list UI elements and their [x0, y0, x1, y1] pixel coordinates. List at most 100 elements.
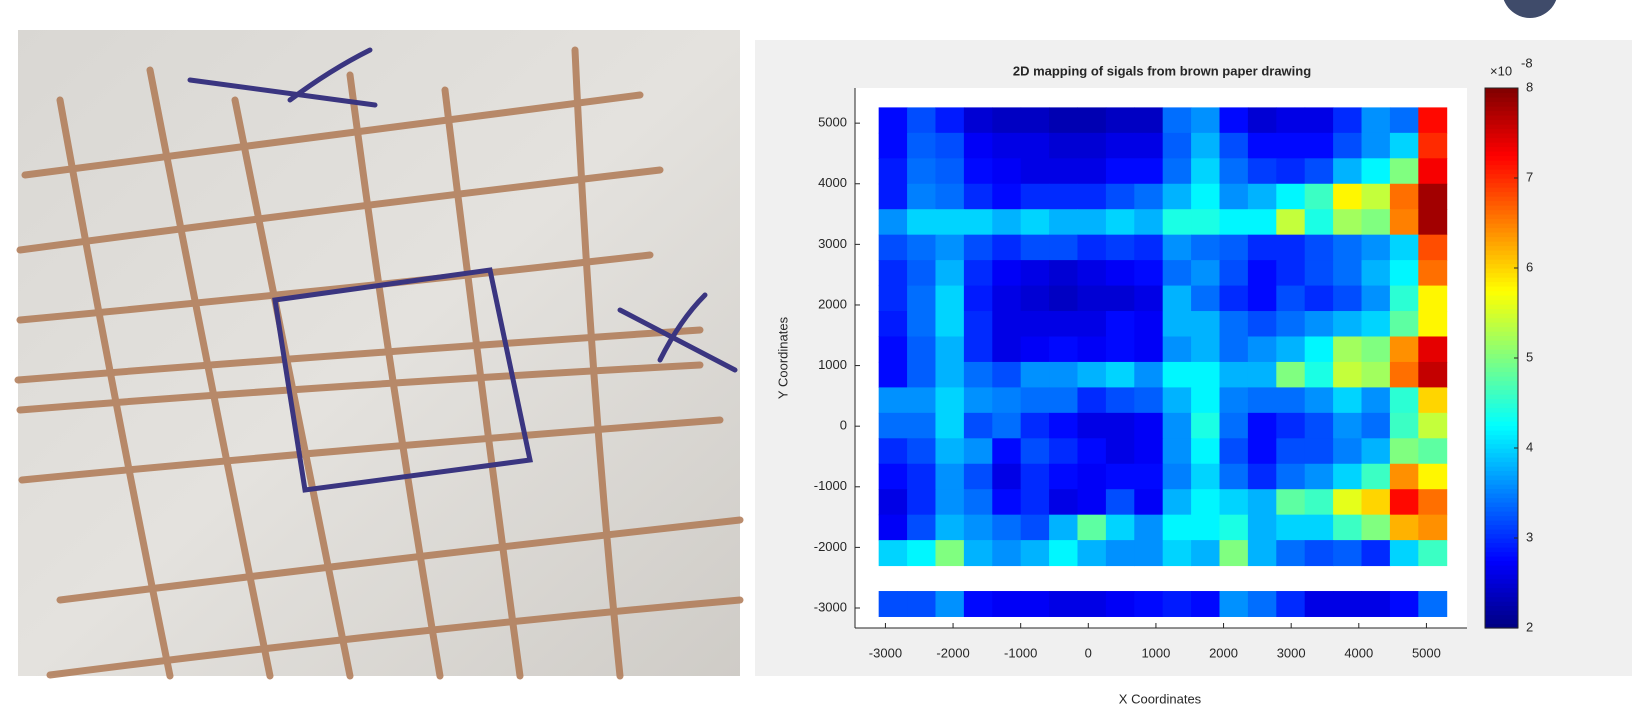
cell: [1304, 336, 1334, 363]
cell: [1219, 260, 1249, 287]
cell: [878, 234, 908, 261]
cell: [1134, 260, 1164, 287]
cell: [1049, 336, 1078, 363]
cell: [878, 387, 908, 414]
colorbar-swatch: [1485, 524, 1518, 530]
colorbar-swatch: [1485, 335, 1518, 341]
photo: [14, 30, 744, 680]
y-tick-label: 4000: [818, 175, 847, 190]
colorbar-tick-label: 6: [1526, 259, 1533, 274]
cell: [1049, 107, 1078, 134]
cell: [992, 514, 1022, 541]
cell: [1191, 183, 1220, 210]
cell: [1020, 260, 1050, 287]
colorbar-swatch: [1485, 331, 1518, 337]
colorbar-swatch: [1485, 610, 1518, 616]
cell: [992, 438, 1022, 465]
cell: [1134, 183, 1164, 210]
colorbar-swatch: [1485, 173, 1518, 179]
colorbar-swatch: [1485, 493, 1518, 499]
cell: [992, 183, 1022, 210]
cell: [1276, 336, 1306, 363]
cell: [1304, 107, 1334, 134]
cell: [1333, 209, 1363, 236]
cell: [1333, 260, 1363, 287]
cell: [1333, 336, 1363, 363]
colorbar-swatch: [1485, 254, 1518, 260]
cell: [1276, 361, 1306, 388]
colorbar-swatch: [1485, 223, 1518, 229]
colorbar-swatch: [1485, 533, 1518, 539]
cell: [1276, 107, 1306, 134]
cell: [1134, 463, 1164, 490]
cell: [992, 260, 1022, 287]
colorbar-swatch: [1485, 106, 1518, 112]
cell: [963, 158, 993, 185]
cell: [1304, 489, 1334, 516]
colorbar-swatch: [1485, 398, 1518, 404]
cell: [1191, 412, 1220, 439]
cell: [1162, 361, 1192, 388]
cell: [1191, 209, 1220, 236]
cell: [1418, 285, 1448, 312]
cell: [1389, 387, 1419, 414]
cell: [1361, 540, 1391, 567]
colorbar-swatch: [1485, 187, 1518, 193]
colorbar-swatch: [1485, 439, 1518, 445]
cell: [1105, 209, 1135, 236]
cell: [963, 591, 993, 617]
colorbar-swatch: [1485, 452, 1518, 458]
colorbar-swatch: [1485, 322, 1518, 328]
cell: [1219, 412, 1249, 439]
colorbar-swatch: [1485, 569, 1518, 575]
cell: [1276, 591, 1306, 617]
cell: [1304, 387, 1334, 414]
cell: [1191, 361, 1220, 388]
colorbar-tick-label: 3: [1526, 529, 1533, 544]
cell: [992, 489, 1022, 516]
cell: [1020, 540, 1050, 567]
cell: [1077, 285, 1107, 312]
colorbar-swatch: [1485, 484, 1518, 490]
cell: [1105, 311, 1135, 337]
cell: [1049, 132, 1078, 159]
cell: [1247, 285, 1277, 312]
cell: [1333, 387, 1363, 414]
cell: [1333, 438, 1363, 465]
cell: [1134, 209, 1164, 236]
cell: [1361, 183, 1391, 210]
cell: [1191, 260, 1220, 287]
colorbar-swatch: [1485, 529, 1518, 535]
cell: [1247, 463, 1277, 490]
cell: [1077, 463, 1107, 490]
colorbar-swatch: [1485, 434, 1518, 440]
cell: [1020, 463, 1050, 490]
cell: [1389, 183, 1419, 210]
colorbar-swatch: [1485, 502, 1518, 508]
cell: [1077, 132, 1107, 159]
x-tick-label: 0: [1085, 645, 1092, 660]
colorbar-swatch: [1485, 299, 1518, 305]
cell: [1276, 463, 1306, 490]
cell: [1020, 183, 1050, 210]
cell: [1276, 209, 1306, 236]
cell: [1219, 285, 1249, 312]
cell: [1333, 234, 1363, 261]
cell: [1105, 591, 1135, 617]
cell: [878, 591, 908, 617]
cell: [1389, 336, 1419, 363]
cell: [1219, 438, 1249, 465]
cell: [1361, 412, 1391, 439]
cell: [935, 107, 965, 134]
cell: [1276, 311, 1306, 337]
cell: [1162, 336, 1192, 363]
cell: [1418, 489, 1448, 516]
cell: [1049, 591, 1078, 617]
cell: [907, 361, 936, 388]
cell: [1389, 361, 1419, 388]
cell: [1134, 285, 1164, 312]
cell: [935, 463, 965, 490]
cell: [1361, 132, 1391, 159]
cell: [1304, 183, 1334, 210]
cell: [992, 463, 1022, 490]
